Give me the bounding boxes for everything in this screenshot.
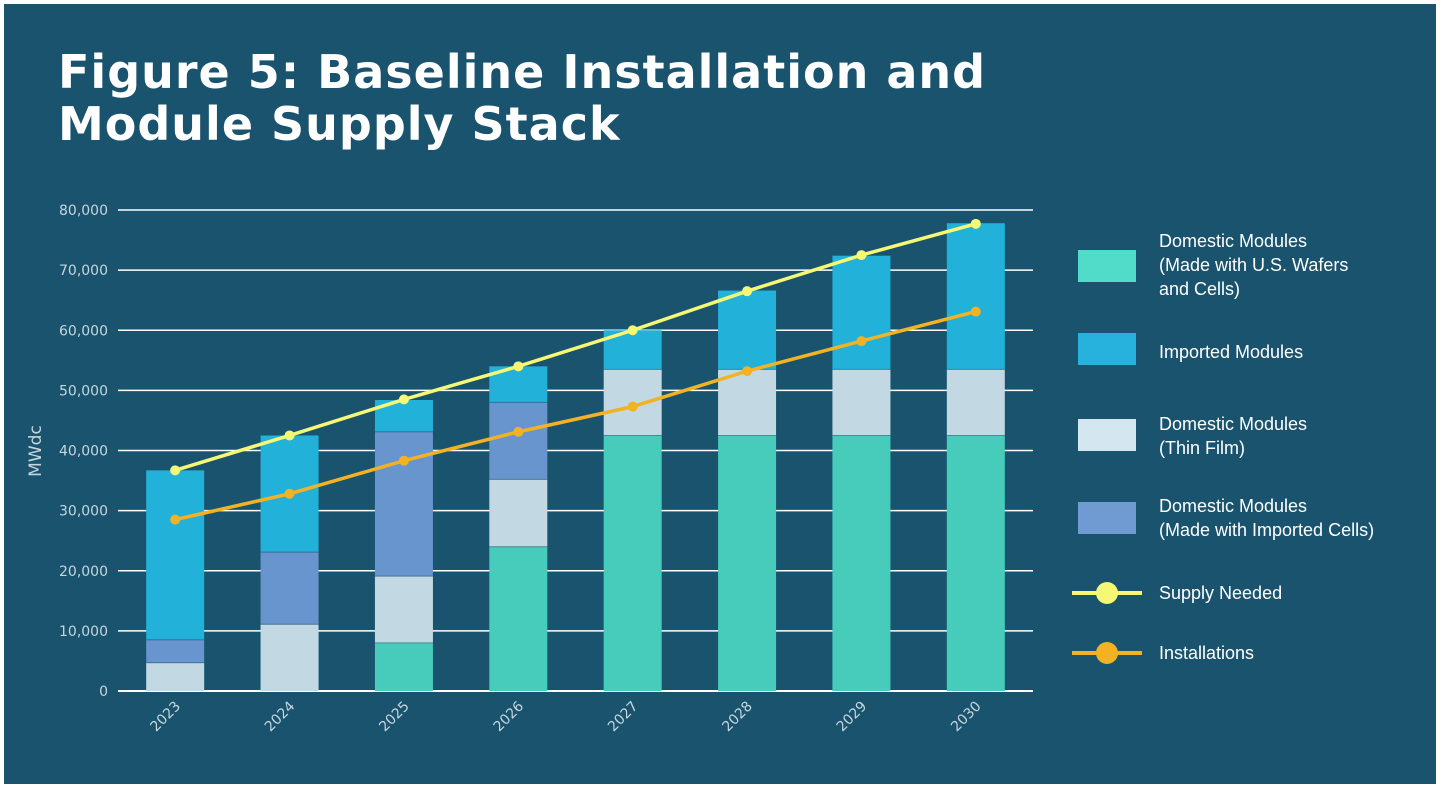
line-point: [398, 455, 409, 466]
line-point: [513, 426, 524, 437]
bar-segment: [832, 435, 891, 691]
bar-segment: [946, 435, 1005, 691]
legend-label: (Made with U.S. Wafers: [1159, 255, 1348, 275]
series-line: [174, 309, 977, 522]
bar-segment: [718, 435, 777, 691]
line-point: [970, 306, 981, 317]
line-point: [284, 488, 295, 499]
x-axis-ticks: 2023 2024 2025 2026 2027 2028 2029 2030: [148, 698, 985, 735]
bar-segment: [718, 369, 777, 436]
lines: [170, 218, 981, 525]
legend-label: Domestic Modules: [1159, 414, 1307, 434]
line-point: [284, 430, 295, 441]
series-line: [174, 222, 977, 473]
y-axis-ticks: 0 10,000 20,000 30,000 40,000 50,000 60,000 70,…: [59, 203, 108, 700]
line-point: [742, 366, 753, 377]
legend-label: Supply Needed: [1159, 583, 1282, 603]
bar-segment: [146, 639, 205, 663]
legend: Domestic Modules (Made with U.S. Wafers an…: [1072, 231, 1374, 664]
line-point: [170, 465, 181, 476]
legend-swatch: [1078, 502, 1136, 534]
line-point: [856, 250, 867, 261]
bar-segment: [832, 255, 891, 370]
x-tick-label: 2025: [376, 699, 413, 736]
y-axis-label: MWdc: [26, 425, 46, 477]
line-point: [170, 514, 181, 525]
y-tick-label: 10,000: [59, 624, 108, 640]
chart-title-line-2: Module Supply Stack: [58, 97, 621, 151]
x-tick-label: 2027: [605, 699, 642, 736]
legend-marker: [1096, 642, 1118, 664]
x-tick-label: 2028: [719, 699, 756, 736]
y-tick-label: 0: [99, 684, 108, 700]
legend-label: Domestic Modules: [1159, 496, 1307, 516]
chart-title-line-1: Figure 5: Baseline Installation and: [58, 45, 987, 99]
y-tick-label: 40,000: [59, 444, 108, 460]
y-tick-label: 30,000: [59, 504, 108, 520]
bar-segment: [489, 479, 548, 547]
legend-label: (Made with Imported Cells): [1159, 520, 1374, 540]
bar-segment: [146, 662, 205, 691]
y-tick-label: 60,000: [59, 323, 108, 339]
legend-swatch: [1078, 333, 1136, 365]
legend-label: (Thin Film): [1159, 438, 1245, 458]
gridlines: [118, 209, 1033, 692]
line-point: [970, 218, 981, 229]
legend-label: Domestic Modules: [1159, 231, 1307, 251]
line-point: [513, 361, 524, 372]
bar-segment: [946, 223, 1005, 370]
bar-segment: [603, 435, 662, 691]
line-point: [627, 325, 638, 336]
line-point: [856, 336, 867, 347]
legend-label: Installations: [1159, 643, 1254, 663]
line-point: [627, 401, 638, 412]
x-tick-label: 2030: [948, 699, 985, 736]
bar-segment: [260, 552, 319, 625]
legend-label: and Cells): [1159, 279, 1240, 299]
bar-segment: [718, 290, 777, 370]
bar-segment: [374, 431, 433, 577]
legend-marker: [1096, 582, 1118, 604]
bar-segment: [832, 369, 891, 436]
y-tick-label: 20,000: [59, 564, 108, 580]
bar-segment: [374, 576, 433, 643]
bar-segment: [489, 402, 548, 480]
line-point: [742, 286, 753, 297]
bar-segment: [946, 369, 1005, 436]
y-tick-label: 80,000: [59, 203, 108, 219]
bar-segment: [146, 470, 205, 640]
x-tick-label: 2023: [148, 699, 185, 736]
bar-segment: [374, 642, 433, 691]
x-tick-label: 2029: [834, 699, 871, 736]
bar-segment: [260, 624, 319, 691]
x-tick-label: 2024: [262, 698, 299, 735]
legend-label: Imported Modules: [1159, 342, 1303, 362]
y-tick-label: 50,000: [59, 383, 108, 399]
y-tick-label: 70,000: [59, 263, 108, 279]
x-tick-label: 2026: [491, 698, 528, 735]
line-point: [398, 394, 409, 405]
legend-swatch: [1078, 419, 1136, 451]
legend-swatch: [1078, 250, 1136, 282]
bars: [146, 223, 1005, 691]
bar-segment: [489, 546, 548, 691]
chart-title: Figure 5: Baseline Installation and Modul…: [58, 46, 1058, 150]
